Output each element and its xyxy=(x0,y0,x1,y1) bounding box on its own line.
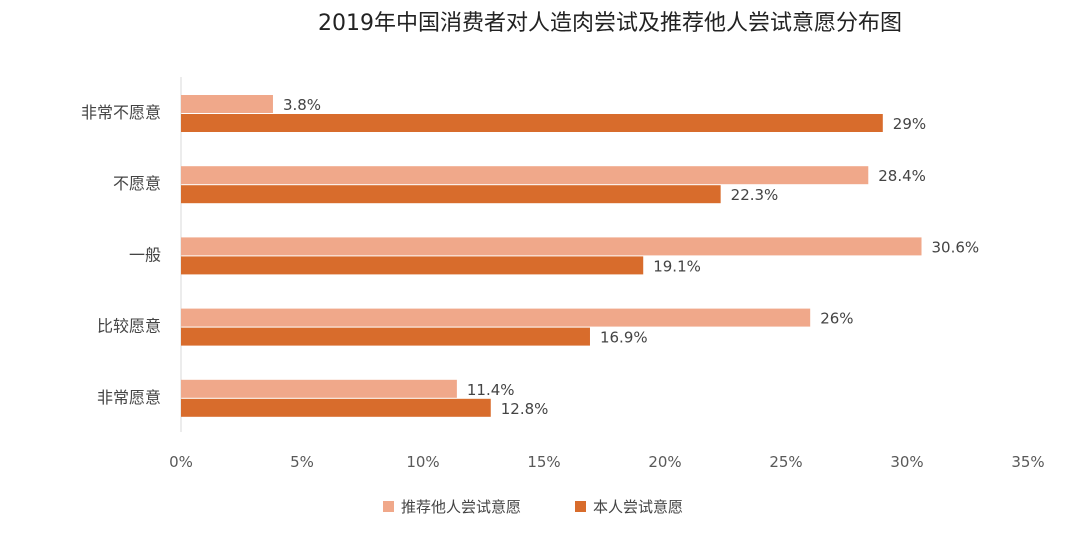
category-label: 一般 xyxy=(129,245,161,264)
data-label: 19.1% xyxy=(653,257,701,275)
data-label: 16.9% xyxy=(600,329,648,347)
x-tick-label: 25% xyxy=(769,453,802,471)
data-label: 11.4% xyxy=(467,381,515,399)
bar xyxy=(181,327,590,346)
x-tick-label: 30% xyxy=(890,453,923,471)
bar xyxy=(181,114,883,132)
data-label: 22.3% xyxy=(731,186,779,204)
bar xyxy=(181,398,491,417)
x-tick-label: 0% xyxy=(169,453,193,471)
legend-label: 推荐他人尝试意愿 xyxy=(401,498,521,516)
legend-swatch xyxy=(575,501,586,512)
bar xyxy=(181,308,811,327)
x-tick-label: 5% xyxy=(290,453,314,471)
data-label: 30.6% xyxy=(932,238,980,256)
x-tick-label: 10% xyxy=(406,453,439,471)
data-label: 12.8% xyxy=(501,400,549,418)
x-tick-label: 20% xyxy=(648,453,681,471)
data-label: 3.8% xyxy=(283,96,321,114)
x-tick-label: 15% xyxy=(527,453,560,471)
category-label: 比较愿意 xyxy=(97,317,161,336)
data-label: 29% xyxy=(893,115,926,133)
bar xyxy=(181,185,721,204)
bar xyxy=(181,95,273,113)
x-tick-label: 35% xyxy=(1011,453,1044,471)
data-label: 28.4% xyxy=(878,167,926,185)
bar xyxy=(181,256,644,275)
bar xyxy=(181,379,457,398)
category-label: 不愿意 xyxy=(113,174,161,193)
data-label: 26% xyxy=(820,310,853,328)
x-tick-labels: 0% 5% 10% 15% 20% 25% 30% 35% xyxy=(169,453,1045,471)
chart-title: 2019年中国消费者对人造肉尝试及推荐他人尝试意愿分布图 xyxy=(318,11,902,36)
legend-swatch xyxy=(383,501,394,512)
bar xyxy=(181,237,922,256)
category-label: 非常愿意 xyxy=(97,388,161,407)
legend-label: 本人尝试意愿 xyxy=(593,498,683,516)
bars-group: 3.8% 29% 28.4% 22.3% 30.6% 19.1% 26% 16.9% 11.4%… xyxy=(181,95,979,418)
category-label: 非常不愿意 xyxy=(81,103,161,122)
bar xyxy=(181,166,869,185)
legend: 推荐他人尝试意愿 本人尝试意愿 xyxy=(383,498,683,516)
